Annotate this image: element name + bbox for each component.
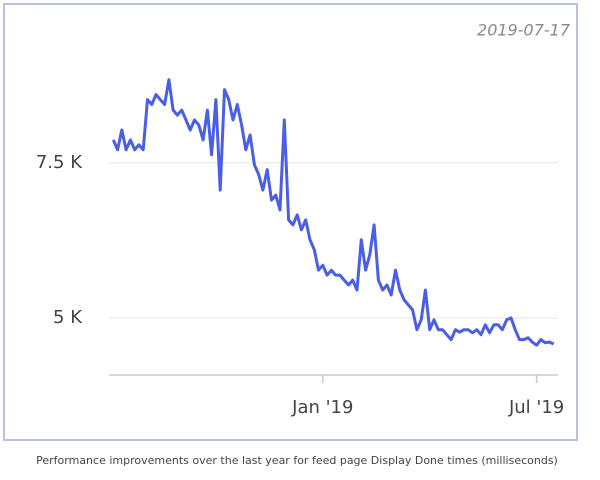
y-tick-label: 5 K bbox=[53, 307, 83, 328]
y-tick-label: 7.5 K bbox=[36, 152, 83, 173]
caption: Performance improvements over the last y… bbox=[36, 454, 558, 467]
date-label: 2019-07-17 bbox=[477, 21, 571, 40]
data-line bbox=[111, 78, 555, 347]
x-tick-label: Jul '19 bbox=[508, 397, 564, 418]
x-tick-label: Jan '19 bbox=[291, 397, 353, 418]
